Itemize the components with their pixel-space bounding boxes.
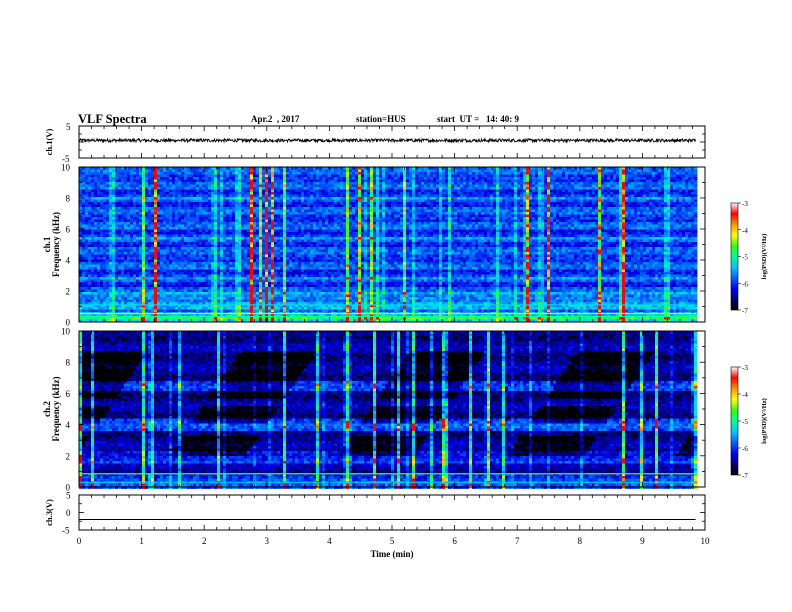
ch1-ytick-label: 5: [66, 122, 71, 132]
ch2-spectrogram-colorbar-label: log(PSD)(V²/Hz): [761, 398, 768, 444]
ch1-spectrogram-ytick-label: 8: [66, 194, 71, 204]
ch1-spectrogram-colorbar-label: log(PSD)(V²/Hz): [761, 234, 768, 280]
x-tick-label: 4: [327, 536, 332, 546]
ch2-spectrogram-colorbar: [730, 366, 739, 476]
x-minor-ticks: [78, 495, 706, 530]
ch3-ytick-label: 0: [66, 508, 71, 518]
ch1-spectrogram-ytick-label: 10: [61, 163, 71, 173]
ch1-spectrogram-y-ticks: [79, 166, 705, 323]
ch2-spectrogram-colorbar-tick: -4: [742, 391, 748, 399]
ch2-spectrogram-colorbar-tick: -3: [742, 364, 748, 372]
chart-title: VLF Spectra: [78, 112, 147, 127]
ch2-spectrogram-colorbar-tick: -5: [742, 418, 748, 426]
x-tick-label: 10: [701, 536, 711, 546]
ch1-spectrogram-ylabel: Frequency (kHz): [51, 212, 61, 277]
ch1-spectrogram-colorbar-tick: -5: [742, 254, 748, 262]
ch1-spectrogram-ytick-label: 6: [66, 225, 71, 235]
ch2-spectrogram-y-ticks: [79, 330, 705, 488]
ch1-spectrogram: [79, 167, 698, 323]
ch1-spectrogram-ytick-label: 0: [66, 318, 71, 328]
x-tick-label: 1: [139, 536, 144, 546]
ch2-spectrogram-ytick-label: 6: [66, 389, 71, 399]
ch1-ylabel: ch.1(V): [44, 128, 54, 155]
ch1-spectrogram-colorbar: [730, 202, 739, 311]
x-tick-label: 5: [390, 536, 395, 546]
ch2-spectrogram-ytick-label: 8: [66, 358, 71, 368]
ch3-ytick-label: 5: [66, 491, 71, 501]
ch1-spectrogram-channel-label: ch.1: [42, 236, 52, 252]
ch3-waveform-frame: [78, 494, 706, 531]
x-tick-label: 8: [578, 536, 583, 546]
ch2-spectrogram-colorbar-tick: -7: [742, 472, 748, 480]
ch2-spectrogram-ylabel: Frequency (kHz): [51, 376, 61, 441]
ch1-ytick-label: -5: [62, 154, 70, 164]
ch1-spectrogram-colorbar-tick: -3: [742, 200, 748, 208]
ch3-ytick-label: -5: [62, 526, 70, 536]
x-tick-label: 2: [202, 536, 207, 546]
ch2-spectrogram-ytick-label: 0: [66, 483, 71, 493]
x-tick-label: 0: [77, 536, 82, 546]
ch1-y-ticks: [79, 125, 705, 159]
ch1-waveform-line: [78, 137, 696, 144]
ch1-spectrogram-colorbar-tick: -7: [742, 307, 748, 315]
start-time-label: start UT = 14: 40: 9: [437, 114, 519, 124]
ch1-spectrogram-ytick-label: 4: [66, 256, 71, 266]
ch2-spectrogram-ytick-label: 4: [66, 420, 71, 430]
station-label: station=HUS: [356, 114, 406, 124]
x-minor-ticks: [78, 126, 706, 158]
x-axis-label: Time (min): [370, 549, 413, 559]
ch2-spectrogram-ytick-label: 10: [61, 327, 71, 337]
x-tick-label: 3: [265, 536, 270, 546]
ch1-spectrogram-colorbar-tick: -4: [742, 227, 748, 235]
ch1-spectrogram-ytick-label: 2: [66, 287, 71, 297]
ch2-spectrogram-channel-label: ch.2: [42, 401, 52, 417]
ch3-ylabel: ch.3(V): [44, 499, 54, 526]
ch3-y-ticks: [79, 494, 705, 531]
ch2-spectrogram-colorbar-tick: -6: [742, 445, 748, 453]
x-minor-ticks: [78, 167, 706, 322]
x-tick-label: 6: [452, 536, 457, 546]
ch1-spectrogram-colorbar-tick: -6: [742, 280, 748, 288]
ch2-spectrogram: [79, 331, 698, 489]
x-tick-label: 7: [515, 536, 520, 546]
x-minor-ticks: [78, 331, 706, 487]
x-tick-label: 9: [640, 536, 645, 546]
ch2-spectrogram-ytick-label: 2: [66, 451, 71, 461]
date-label: Apr.2 , 2017: [251, 114, 299, 124]
